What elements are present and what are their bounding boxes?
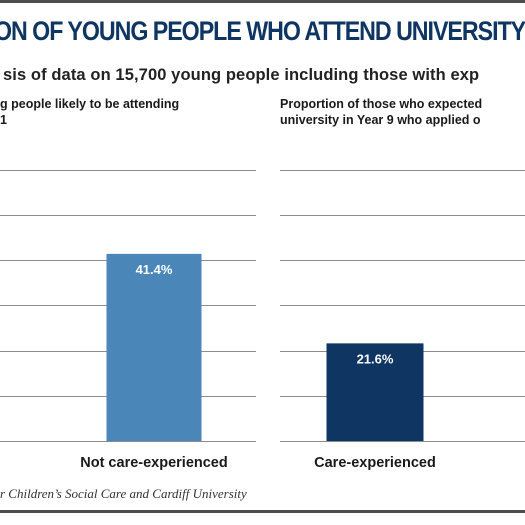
top-rule (0, 0, 525, 3)
page-subtitle: sis of data on 15,700 young people inclu… (3, 66, 480, 84)
source-credit: r Children’s Social Care and Cardiff Uni… (0, 486, 247, 501)
bar (106, 253, 202, 441)
right-panel-title: Proportion of those who expected univers… (280, 97, 483, 127)
category-label: Care-experienced (314, 455, 436, 471)
left-panel-title: g people likely to be attending 1 (0, 97, 180, 127)
bottom-rule (0, 510, 525, 513)
bar (326, 343, 424, 441)
page-title: ON OF YOUNG PEOPLE WHO ATTEND UNIVERSITY (0, 16, 525, 46)
category-label: Not care-experienced (80, 455, 227, 471)
bar-value-label: 41.4% (136, 262, 173, 277)
bar-value-label: 21.6% (357, 351, 394, 366)
